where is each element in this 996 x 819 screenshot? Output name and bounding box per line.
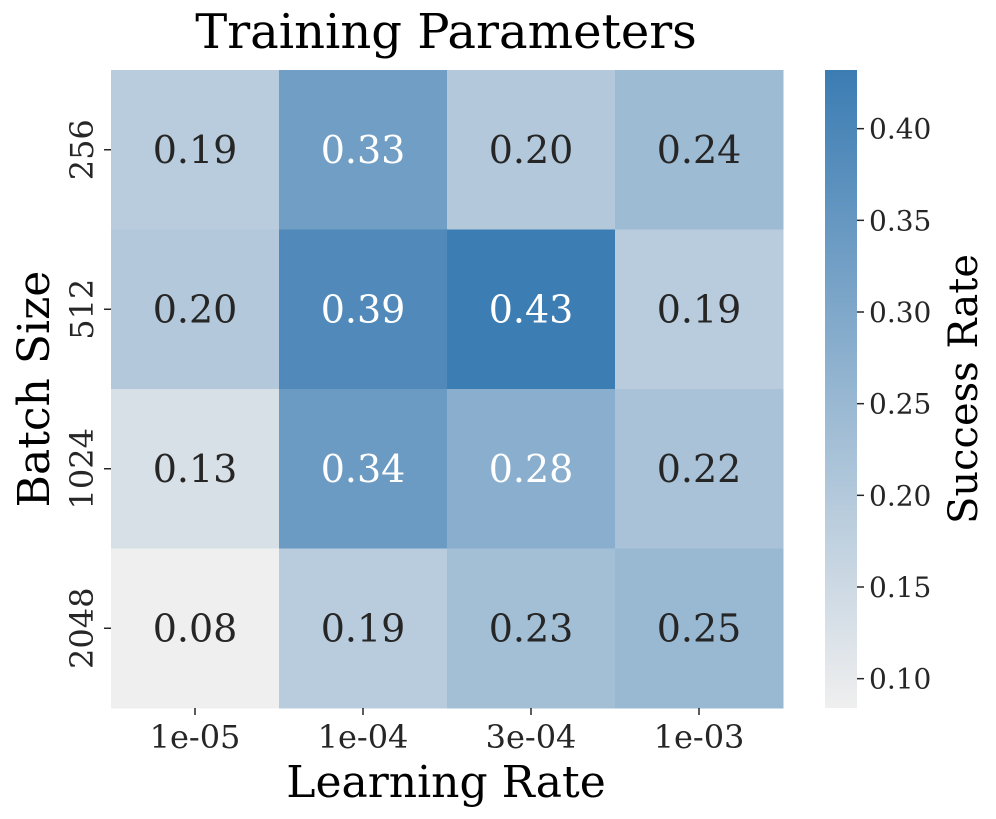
- cell-value-label: 0.43: [489, 287, 574, 331]
- x-axis-label: Learning Rate: [286, 757, 606, 808]
- cell-value-label: 0.19: [153, 128, 238, 172]
- colorbar-tick-label: 0.15: [869, 571, 931, 604]
- cell-value-label: 0.25: [657, 606, 742, 650]
- heatmap-cell: [279, 229, 448, 390]
- cell-value-label: 0.34: [321, 447, 406, 491]
- x-tick-label: 1e-04: [318, 718, 409, 756]
- cell-value-label: 0.19: [321, 606, 406, 650]
- y-tick-label: 2048: [63, 588, 101, 669]
- heatmap-cell: [279, 70, 448, 230]
- y-tick-label: 512: [63, 279, 101, 340]
- heatmap-cell: [111, 229, 280, 390]
- y-tick-label: 256: [63, 119, 101, 180]
- x-tick-label: 1e-05: [150, 718, 241, 756]
- colorbar-tick-label: 0.35: [869, 204, 931, 237]
- chart-title: Training Parameters: [195, 4, 697, 60]
- heatmap-cell: [447, 548, 616, 709]
- heatmap-cell: [615, 389, 784, 549]
- cell-value-label: 0.28: [489, 447, 574, 491]
- heatmap-cell: [615, 229, 784, 390]
- y-tick-label: 1024: [63, 428, 101, 509]
- x-tick-label: 3e-04: [486, 718, 577, 756]
- colorbar-ticks: 0.10 0.15 0.20 0.25 0.30 0.35 0.40: [857, 113, 931, 696]
- colorbar-tick-label: 0.20: [869, 479, 931, 512]
- colorbar-tick-label: 0.10: [869, 663, 931, 696]
- heatmap-cell: [447, 389, 616, 549]
- colorbar: [825, 70, 857, 708]
- heatmap-cell: [279, 548, 448, 709]
- heatmap-cell-labels: 0.19 0.33 0.20 0.24 0.20 0.39 0.43 0.19 0.13 0.34…: [153, 128, 742, 651]
- y-axis-ticks: 256 512 1024 2048: [63, 119, 111, 669]
- heatmap-cell: [615, 70, 784, 230]
- heatmap-cells: [111, 70, 784, 709]
- colorbar-label: Success Rate: [941, 254, 987, 524]
- colorbar-tick-label: 0.40: [869, 113, 931, 146]
- heatmap-cell: [615, 548, 784, 709]
- heatmap-cell: [111, 548, 280, 709]
- heatmap-cell: [447, 70, 616, 230]
- heatmap-cell: [279, 389, 448, 549]
- cell-value-label: 0.13: [153, 447, 238, 491]
- cell-value-label: 0.24: [657, 128, 742, 172]
- colorbar-tick-label: 0.30: [869, 296, 931, 329]
- x-tick-label: 1e-03: [654, 718, 745, 756]
- heatmap-cell: [111, 389, 280, 549]
- cell-value-label: 0.22: [657, 447, 742, 491]
- cell-value-label: 0.33: [321, 128, 406, 172]
- heatmap-cell: [111, 70, 280, 230]
- cell-value-label: 0.20: [153, 287, 238, 331]
- cell-value-label: 0.23: [489, 606, 574, 650]
- y-axis-label: Batch Size: [9, 271, 60, 508]
- heatmap-cell: [447, 229, 616, 390]
- cell-value-label: 0.08: [153, 606, 238, 650]
- colorbar-tick-label: 0.25: [869, 388, 931, 421]
- x-axis-ticks: 1e-05 1e-04 3e-04 1e-03: [150, 708, 745, 756]
- cell-value-label: 0.20: [489, 128, 574, 172]
- cell-value-label: 0.39: [321, 287, 406, 331]
- cell-value-label: 0.19: [657, 287, 742, 331]
